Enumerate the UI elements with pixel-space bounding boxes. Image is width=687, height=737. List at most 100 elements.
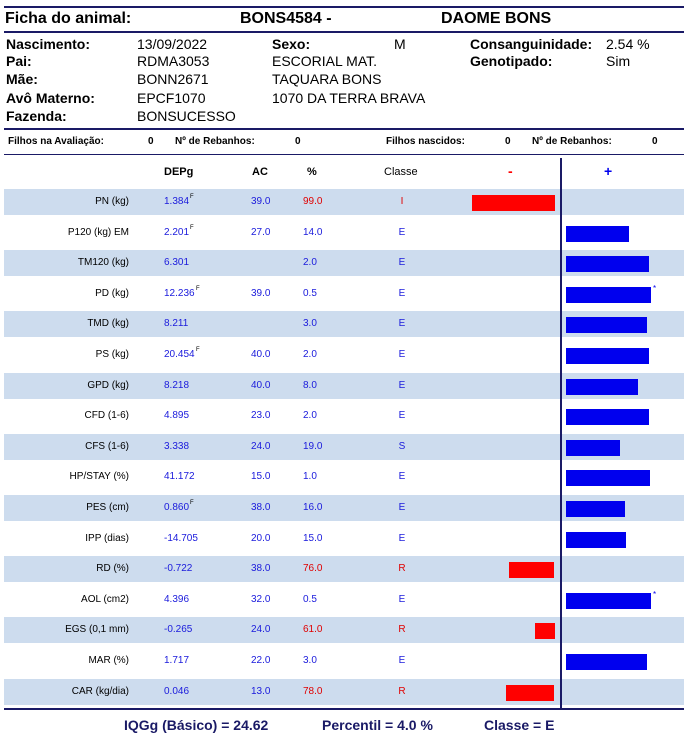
trait-percent: 2.0 [303, 257, 317, 268]
trait-ac: 38.0 [251, 563, 271, 574]
animal-id: BONS4584 - [240, 10, 332, 27]
trait-name: PD (kg) [95, 288, 129, 299]
rebanhos-nascidos-label: Nº de Rebanhos: [532, 136, 612, 147]
table-row: PD (kg) 12.236 F 39.0 0.5 E * [4, 281, 684, 307]
trait-name: EGS (0,1 mm) [65, 624, 129, 635]
bar-marker-icon: * [653, 284, 657, 293]
trait-percent: 19.0 [303, 441, 323, 452]
avo-materno-label: Avô Materno: [6, 90, 95, 106]
trait-dep: 0.860 [164, 502, 190, 513]
table-row: AOL (cm2) 4.396 32.0 0.5 E * [4, 587, 684, 613]
sheet-title: Ficha do animal: [5, 10, 132, 27]
positive-bar [566, 440, 620, 456]
trait-name: RD (%) [96, 563, 129, 574]
trait-name: CAR (kg/dia) [71, 686, 129, 697]
pai-id: RDMA3053 [137, 53, 210, 69]
sexo-label: Sexo: [272, 36, 311, 52]
trait-name: PS (kg) [95, 349, 129, 360]
bar-marker-icon: * [653, 590, 657, 599]
table-row: CFS (1-6) 3.338 24.0 19.0 S [4, 434, 684, 460]
mae-id: BONN2671 [137, 71, 209, 87]
trait-name: P120 (kg) EM [67, 227, 129, 238]
trait-ac: 24.0 [251, 624, 271, 635]
filhos-nascidos-label: Filhos nascidos: [386, 136, 465, 147]
trait-percent: 2.0 [303, 410, 317, 421]
rebanhos-avaliacao-value: 0 [295, 136, 301, 147]
trait-dep: 8.218 [164, 380, 190, 391]
iqgg-summary: IQGg (Básico) = 24.62 [124, 717, 269, 733]
trait-dep: 3.338 [164, 441, 190, 452]
table-row: HP/STAY (%) 41.172 15.0 1.0 E [4, 464, 684, 490]
trait-classe: S [398, 441, 406, 452]
trait-dep: 1.384 [164, 196, 190, 207]
positive-bar [566, 317, 647, 333]
positive-bar [566, 654, 647, 670]
fazenda-label: Fazenda: [6, 108, 67, 124]
info-rule [4, 128, 684, 130]
nascimento-value: 13/09/2022 [137, 36, 208, 52]
table-row: MAR (%) 1.717 22.0 3.0 E [4, 648, 684, 674]
trait-percent: 3.0 [303, 655, 317, 666]
stats-rule [4, 154, 684, 155]
genotipado-label: Genotipado: [470, 53, 553, 69]
trait-classe: R [398, 563, 406, 574]
table-row: P120 (kg) EM 2.201 F 27.0 14.0 E [4, 220, 684, 246]
trait-classe: E [398, 594, 406, 605]
trait-name: IPP (dias) [85, 533, 129, 544]
mae-label: Mãe: [6, 71, 38, 87]
trait-percent: 3.0 [303, 318, 317, 329]
percentil-summary: Percentil = 4.0 % [322, 717, 433, 733]
filhos-avaliacao-value: 0 [148, 136, 154, 147]
table-row: EGS (0,1 mm) -0.265 24.0 61.0 R [4, 617, 684, 643]
trait-percent: 99.0 [303, 196, 323, 207]
negative-bar [506, 685, 554, 701]
table-row: RD (%) -0.722 38.0 76.0 R [4, 556, 684, 582]
zero-axis [560, 158, 562, 708]
trait-percent: 61.0 [303, 624, 323, 635]
trait-dep: -0.265 [164, 624, 193, 635]
negative-bar [472, 195, 555, 211]
trait-name: AOL (cm2) [81, 594, 129, 605]
trait-dep: 6.301 [164, 257, 190, 268]
table-row: IPP (dias) -14.705 20.0 15.0 E [4, 526, 684, 552]
trait-dep: 1.717 [164, 655, 190, 666]
genotipado-value: Sim [606, 53, 631, 69]
trait-ac: 38.0 [251, 502, 271, 513]
col-header-ac: AC [252, 166, 268, 178]
trait-classe: E [398, 380, 406, 391]
trait-classe: E [398, 288, 406, 299]
consanguinidade-label: Consanguinidade: [470, 36, 593, 52]
positive-bar [566, 593, 651, 609]
trait-ac: 20.0 [251, 533, 271, 544]
consanguinidade-value: 2.54 % [606, 36, 650, 52]
table-row: PES (cm) 0.860 F 38.0 16.0 E [4, 495, 684, 521]
trait-classe: R [398, 686, 406, 697]
table-row: PN (kg) 1.384 F 39.0 99.0 I [4, 189, 684, 215]
nascimento-label: Nascimento: [6, 36, 91, 52]
negative-bar [535, 623, 555, 639]
table-row: TM120 (kg) 6.301 2.0 E [4, 250, 684, 276]
trait-classe: E [398, 349, 406, 360]
col-header-plus: + [604, 163, 613, 179]
filhos-avaliacao-label: Filhos na Avaliação: [8, 136, 104, 147]
trait-percent: 16.0 [303, 502, 323, 513]
trait-classe: E [398, 227, 406, 238]
trait-percent: 76.0 [303, 563, 323, 574]
trait-name: MAR (%) [88, 655, 129, 666]
trait-classe: E [398, 471, 406, 482]
trait-ac: 32.0 [251, 594, 271, 605]
trait-dep: 20.454 [164, 349, 195, 360]
trait-dep: 4.895 [164, 410, 190, 421]
avo-materno-id: EPCF1070 [137, 90, 206, 106]
trait-ac: 39.0 [251, 288, 271, 299]
trait-classe: R [398, 624, 406, 635]
positive-bar [566, 470, 650, 486]
trait-percent: 8.0 [303, 380, 317, 391]
trait-ac: 13.0 [251, 686, 271, 697]
rebanhos-nascidos-value: 0 [652, 136, 658, 147]
trait-dep: -14.705 [164, 533, 198, 544]
trait-ac: 23.0 [251, 410, 271, 421]
positive-bar [566, 348, 649, 364]
positive-bar [566, 287, 651, 303]
trait-classe: I [400, 196, 404, 207]
